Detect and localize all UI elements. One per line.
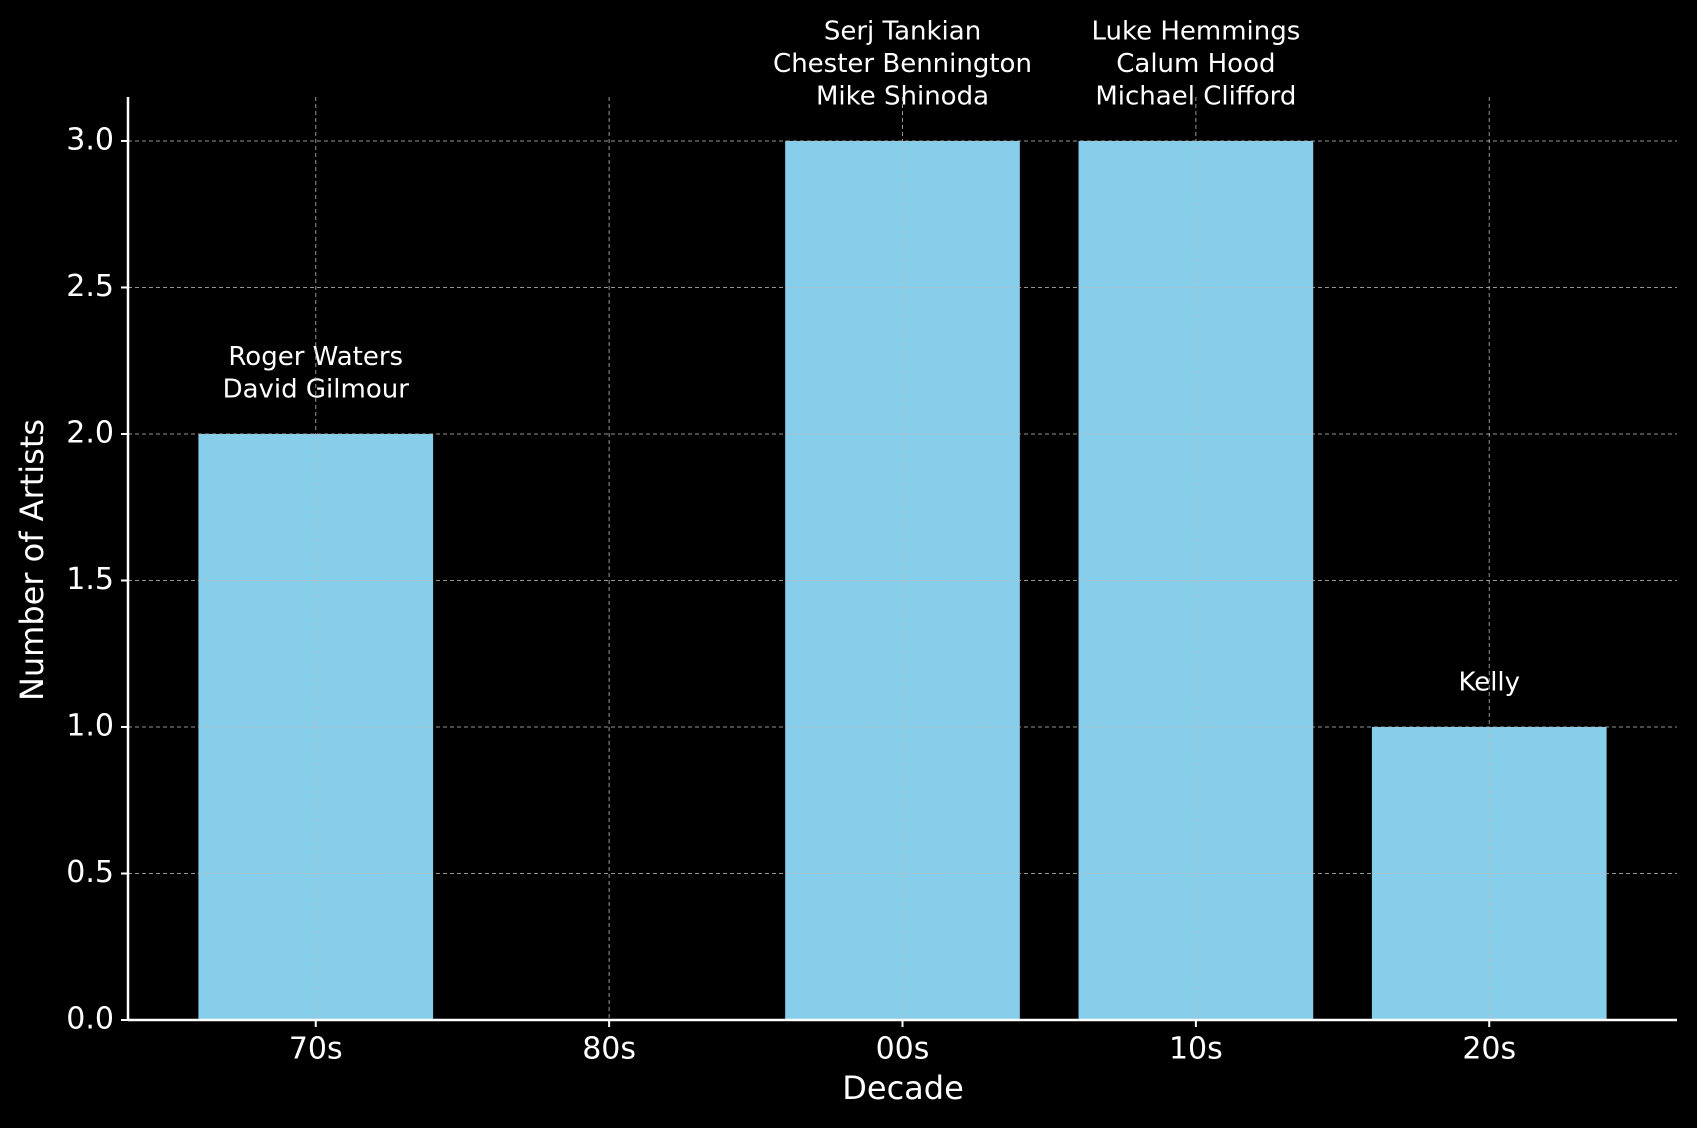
bar-label: Serj Tankian [824,16,981,46]
y-axis-label: Number of Artists [13,419,51,701]
y-tick-label: 1.0 [66,708,114,743]
y-tick-label: 0.0 [66,1002,114,1037]
bar-label: Chester Bennington [773,49,1032,79]
x-tick-label: 20s [1462,1032,1516,1067]
x-tick-label: 80s [582,1032,636,1067]
bar-label: Calum Hood [1116,49,1275,79]
x-tick-label: 70s [289,1032,343,1067]
x-axis-label: Decade [842,1069,964,1107]
y-tick-label: 3.0 [66,122,114,157]
y-tick-label: 2.0 [66,415,114,450]
y-tick-label: 1.5 [66,562,114,597]
x-tick-label: 10s [1169,1032,1223,1067]
y-tick-label: 2.5 [66,269,114,304]
x-tick-label: 00s [876,1032,930,1067]
bar-label: Luke Hemmings [1091,16,1300,46]
y-tick-label: 0.5 [66,855,114,890]
